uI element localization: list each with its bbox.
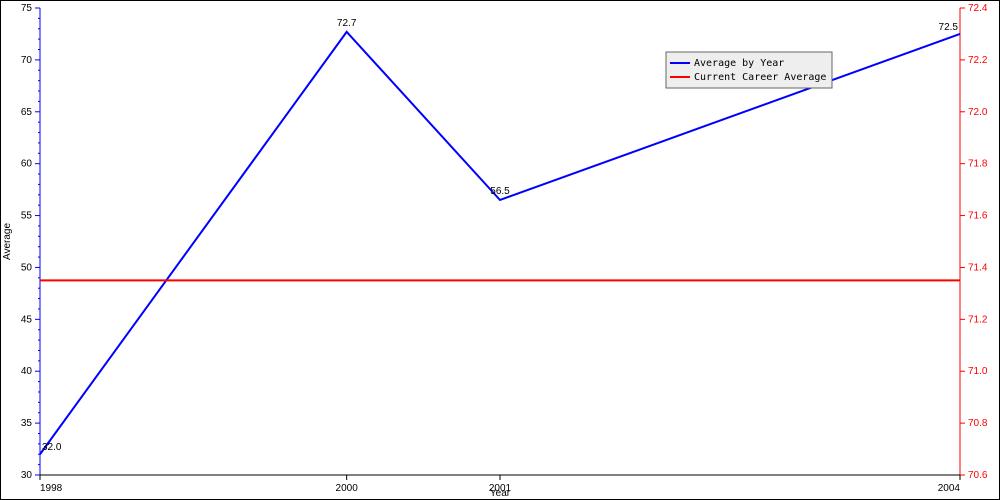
- y-left-tick-label: 30: [21, 470, 33, 481]
- y-right-tick-label: 70.8: [968, 418, 988, 429]
- y-left-tick-label: 75: [21, 3, 33, 14]
- line-chart: 30 35 40 45 50 55 60 65 70 75 Average 70.6 70.8 71.0 7…: [0, 0, 1000, 500]
- y-left-tick-label: 60: [21, 159, 33, 170]
- x-tick-label: 2004: [938, 483, 961, 494]
- y-left-tick-label: 45: [21, 314, 33, 325]
- legend: Average by Year Current Career Average: [666, 52, 832, 88]
- y-right-tick-label: 72.0: [968, 107, 988, 118]
- chart-container: 30 35 40 45 50 55 60 65 70 75 Average 70.6 70.8 71.0 7…: [0, 0, 1000, 500]
- y-left-tick-label: 55: [21, 211, 33, 222]
- x-tick-label: 2000: [336, 483, 359, 494]
- y-left-tick-label: 50: [21, 262, 33, 273]
- data-point-label: 56.5: [490, 186, 510, 197]
- y-right-tick-label: 71.4: [968, 262, 988, 273]
- data-point-label: 72.5: [939, 22, 959, 33]
- x-axis-label: Year: [490, 488, 511, 499]
- y-right-tick-label: 71.2: [968, 314, 988, 325]
- y-left-tick-label: 70: [21, 55, 33, 66]
- data-point-label: 32.0: [42, 442, 62, 453]
- legend-label: Current Career Average: [694, 72, 826, 83]
- y-left-tick-label: 65: [21, 107, 33, 118]
- y-left-axis-label: Average: [2, 223, 13, 261]
- y-right-tick-label: 72.4: [968, 3, 988, 14]
- y-right-tick-label: 72.2: [968, 55, 988, 66]
- y-left-tick-label: 40: [21, 366, 33, 377]
- data-point-label: 72.7: [337, 18, 357, 29]
- y-left-tick-label: 35: [21, 418, 33, 429]
- y-right-tick-label: 70.6: [968, 470, 988, 481]
- y-right-tick-label: 71.6: [968, 211, 988, 222]
- legend-label: Average by Year: [694, 58, 784, 69]
- y-right-tick-label: 71.8: [968, 159, 988, 170]
- x-tick-label: 1998: [40, 483, 63, 494]
- y-right-tick-label: 71.0: [968, 366, 988, 377]
